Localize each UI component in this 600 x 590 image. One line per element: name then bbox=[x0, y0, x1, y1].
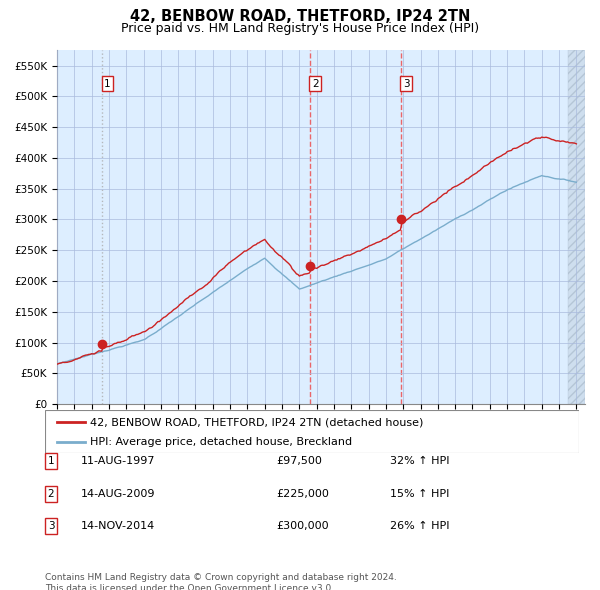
Text: 15% ↑ HPI: 15% ↑ HPI bbox=[390, 489, 449, 499]
Text: 2: 2 bbox=[47, 489, 55, 499]
Text: Contains HM Land Registry data © Crown copyright and database right 2024.
This d: Contains HM Land Registry data © Crown c… bbox=[45, 573, 397, 590]
Text: Price paid vs. HM Land Registry's House Price Index (HPI): Price paid vs. HM Land Registry's House … bbox=[121, 22, 479, 35]
Text: 1: 1 bbox=[47, 457, 55, 466]
Text: 14-NOV-2014: 14-NOV-2014 bbox=[81, 522, 155, 531]
Text: 2: 2 bbox=[312, 79, 319, 88]
Text: 1: 1 bbox=[104, 79, 111, 88]
Text: 14-AUG-2009: 14-AUG-2009 bbox=[81, 489, 155, 499]
Text: HPI: Average price, detached house, Breckland: HPI: Average price, detached house, Brec… bbox=[91, 437, 353, 447]
Text: 3: 3 bbox=[403, 79, 410, 88]
Text: £225,000: £225,000 bbox=[276, 489, 329, 499]
Text: 42, BENBOW ROAD, THETFORD, IP24 2TN (detached house): 42, BENBOW ROAD, THETFORD, IP24 2TN (det… bbox=[91, 417, 424, 427]
Text: 11-AUG-1997: 11-AUG-1997 bbox=[81, 457, 155, 466]
Text: £97,500: £97,500 bbox=[276, 457, 322, 466]
Text: 3: 3 bbox=[47, 522, 55, 531]
Text: £300,000: £300,000 bbox=[276, 522, 329, 531]
Text: 32% ↑ HPI: 32% ↑ HPI bbox=[390, 457, 449, 466]
Text: 42, BENBOW ROAD, THETFORD, IP24 2TN: 42, BENBOW ROAD, THETFORD, IP24 2TN bbox=[130, 9, 470, 24]
Text: 26% ↑ HPI: 26% ↑ HPI bbox=[390, 522, 449, 531]
